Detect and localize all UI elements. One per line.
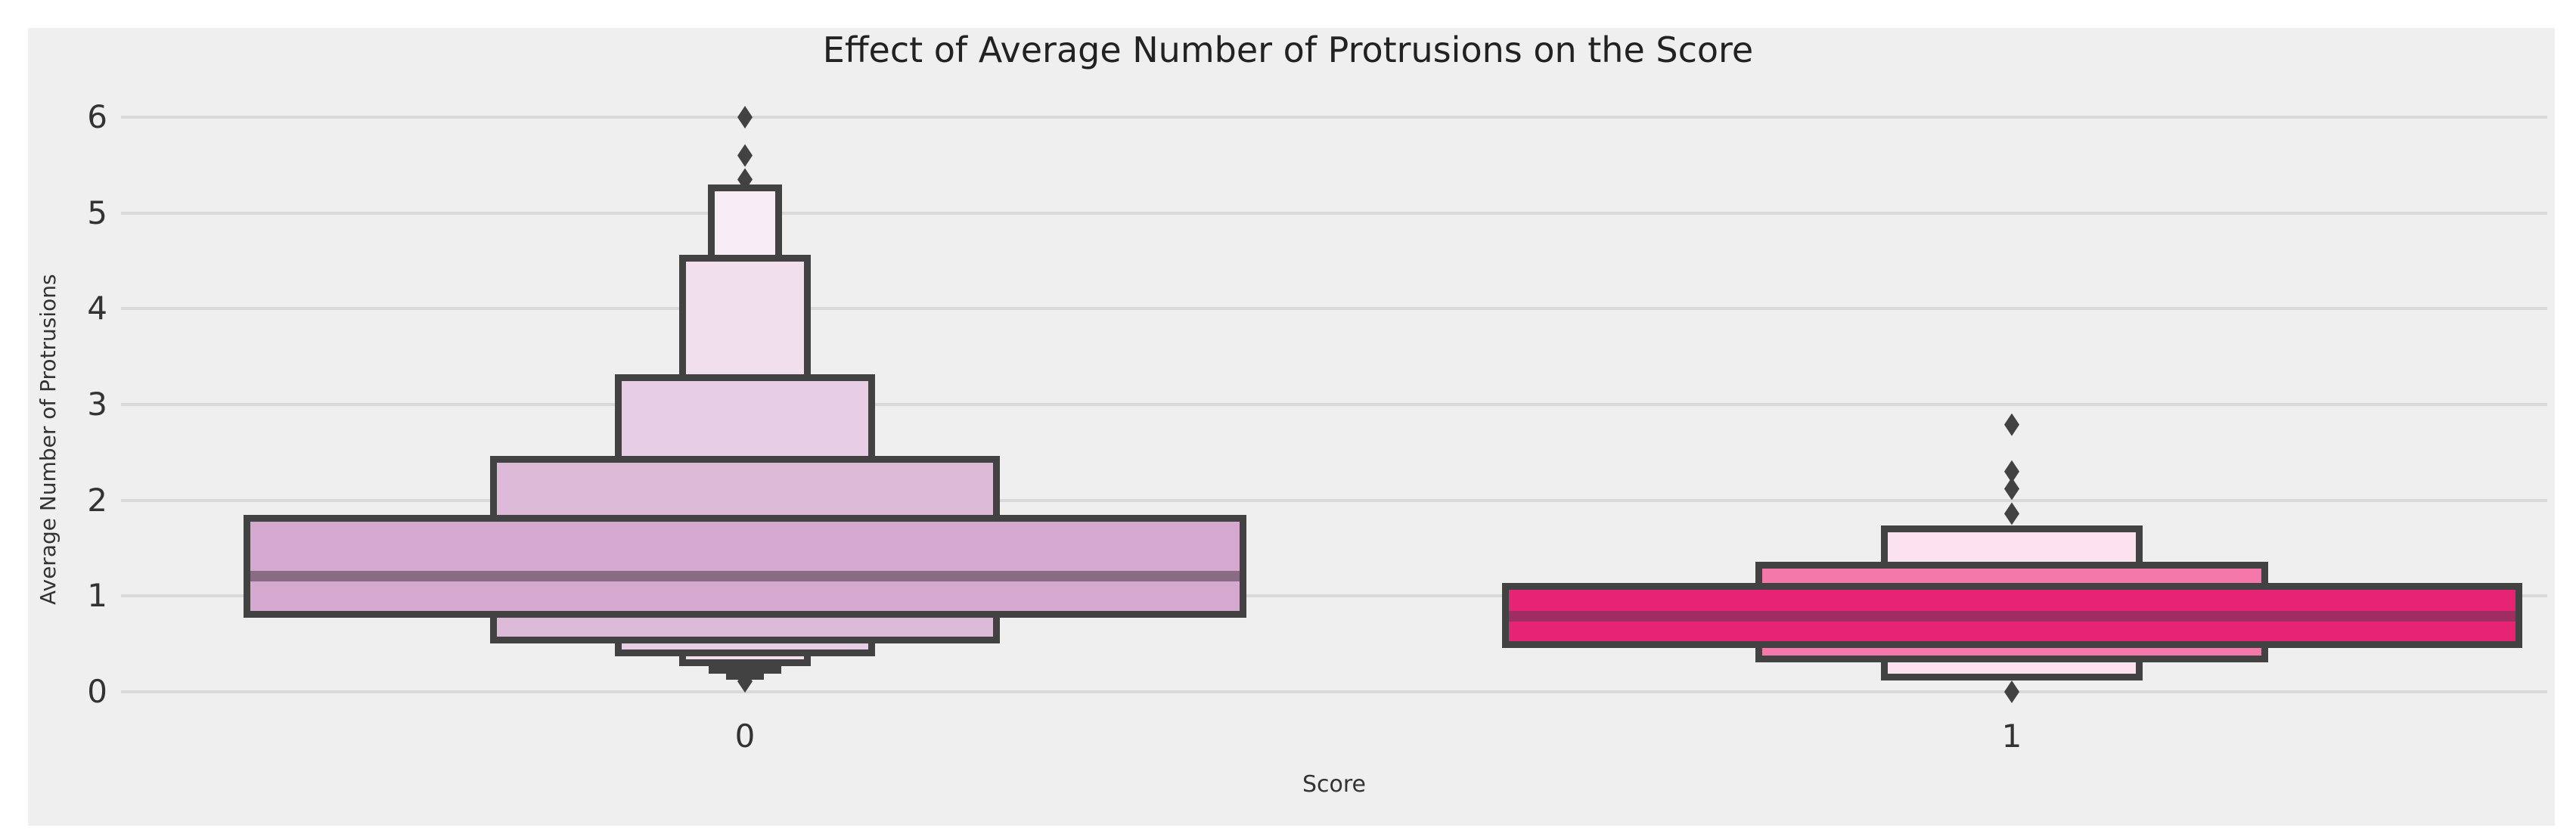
gridline-y-2	[121, 498, 2547, 502]
letter-value-box	[244, 515, 1246, 618]
outlier-diamond	[2004, 680, 2019, 703]
figure-background	[28, 28, 2555, 826]
gridline-y-0	[121, 690, 2547, 693]
outlier-diamond	[2004, 477, 2019, 501]
letter-value-box	[489, 455, 1001, 522]
letter-value-box	[707, 184, 783, 262]
outlier-diamond	[737, 168, 753, 191]
y-tick-label-6: 6	[87, 98, 107, 135]
median-line	[250, 570, 1240, 581]
outlier-diamond	[737, 105, 753, 129]
gridline-y-1	[121, 594, 2547, 598]
x-tick-label-1: 1	[2001, 718, 2022, 755]
median-line	[1508, 610, 2515, 622]
y-tick-label-0: 0	[87, 673, 107, 710]
y-tick-label-1: 1	[87, 577, 107, 615]
gridline-y-3	[121, 402, 2547, 406]
y-tick-label-4: 4	[87, 290, 107, 327]
letter-value-box	[614, 374, 876, 463]
gridline-y-6	[121, 115, 2547, 119]
outlier-diamond	[2004, 502, 2019, 525]
y-tick-label-5: 5	[87, 194, 107, 231]
y-tick-label-2: 2	[87, 481, 107, 519]
y-tick-label-3: 3	[87, 385, 107, 423]
gridline-y-4	[121, 307, 2547, 311]
outlier-diamond	[737, 144, 753, 167]
gridline-y-5	[121, 211, 2547, 215]
x-axis-label: Score	[1302, 771, 1367, 798]
chart-title: Effect of Average Number of Protrusions …	[822, 29, 1754, 70]
outlier-diamond	[2004, 413, 2019, 436]
outlier-diamond	[2004, 460, 2019, 483]
outlier-diamond	[737, 670, 753, 693]
letter-value-box	[679, 254, 811, 382]
x-tick-label-0: 0	[734, 718, 756, 755]
